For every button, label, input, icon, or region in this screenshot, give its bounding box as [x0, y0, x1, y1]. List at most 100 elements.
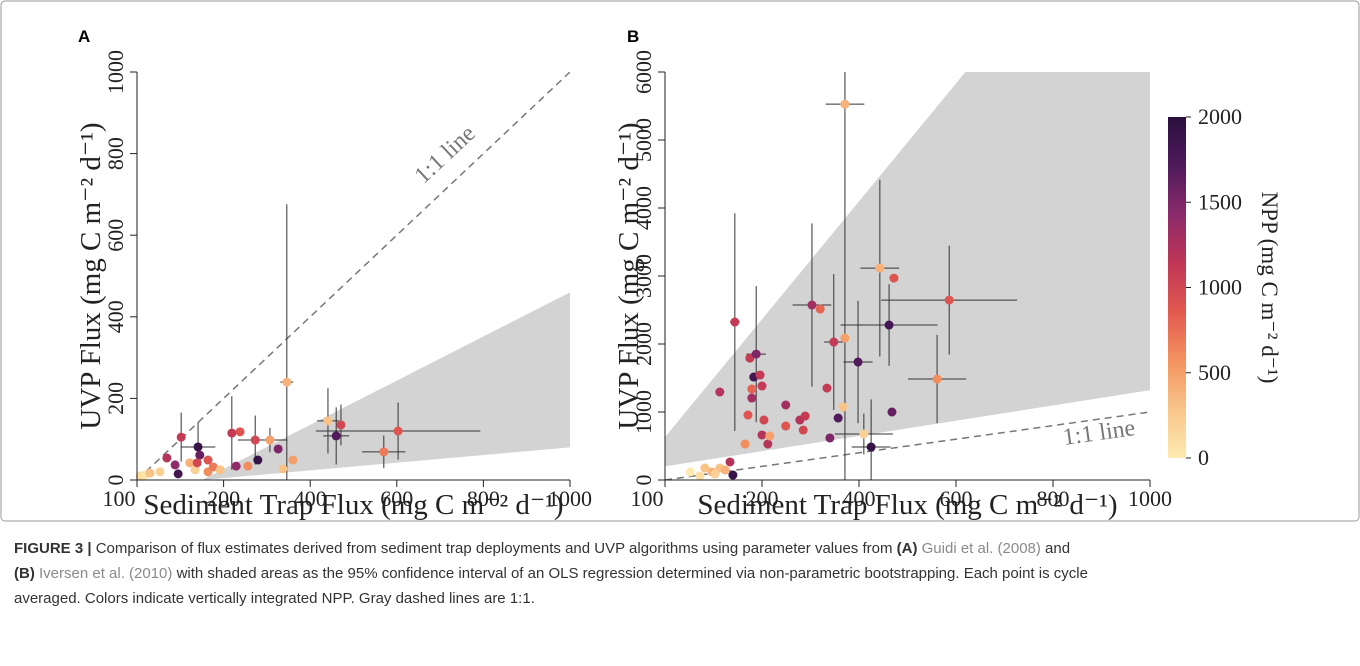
x-axis-title: Sediment Trap Flux (mg C m⁻² d⁻¹) — [697, 489, 1117, 521]
point — [235, 427, 245, 437]
y-tick-label: 800 — [103, 137, 128, 170]
point — [800, 411, 810, 421]
point — [190, 465, 200, 475]
x-tick-label: 400 — [843, 486, 876, 511]
point — [336, 420, 346, 430]
x-tick-label: 100 — [631, 486, 664, 511]
point — [807, 300, 817, 310]
y-tick-label: 4000 — [631, 186, 656, 230]
caption-line: (B) Iversen et al. (2010) with shaded ar… — [14, 565, 1088, 582]
point — [720, 465, 730, 475]
x-tick-label: 800 — [467, 486, 500, 511]
colorbar-label: NPP (mg C m⁻² d⁻¹) — [1257, 192, 1282, 384]
point — [331, 431, 341, 441]
caption-segment: with shaded areas as the 95% confidence … — [172, 565, 1088, 582]
x-tick-label: 1000 — [1128, 486, 1172, 511]
point — [884, 320, 894, 330]
colorbar-tick-label: 500 — [1198, 360, 1231, 385]
x-tick-label: 100 — [103, 486, 136, 511]
point — [250, 435, 260, 445]
point — [815, 304, 825, 314]
point — [215, 465, 225, 475]
caption-segment: Guidi et al. (2008) — [917, 540, 1040, 557]
panel-label: A — [78, 27, 90, 46]
point — [944, 295, 954, 305]
panel-label: B — [627, 27, 639, 46]
point — [866, 442, 876, 452]
colorbar-tick-label: 0 — [1198, 445, 1209, 470]
colorbar-tick-label: 1000 — [1198, 275, 1242, 300]
y-tick-label: 200 — [103, 382, 128, 415]
point — [757, 381, 767, 391]
point — [765, 431, 775, 441]
point — [833, 413, 843, 423]
point — [288, 455, 298, 465]
point — [728, 470, 738, 480]
confidence-band — [665, 72, 1150, 467]
point — [203, 455, 213, 465]
point — [875, 263, 885, 273]
point — [208, 462, 218, 472]
point — [393, 426, 403, 436]
one-to-one-line — [137, 72, 570, 480]
point — [755, 370, 765, 380]
one-to-one-line — [665, 411, 1150, 480]
point — [231, 461, 241, 471]
colorbar-tick-label: 2000 — [1198, 104, 1242, 129]
point — [185, 458, 195, 468]
point — [379, 447, 389, 457]
y-tick-label: 600 — [103, 219, 128, 252]
y-tick-label: 0 — [631, 475, 656, 486]
caption-segment: averaged. Colors indicate vertically int… — [14, 590, 535, 607]
point — [853, 357, 863, 367]
point — [195, 450, 205, 460]
x-tick-label: 800 — [1037, 486, 1070, 511]
x-tick-label: 200 — [746, 486, 779, 511]
point — [695, 471, 705, 481]
point — [710, 469, 720, 479]
point — [781, 421, 791, 431]
point — [840, 99, 850, 109]
point — [162, 453, 172, 463]
point — [192, 458, 202, 468]
y-tick-label: 5000 — [631, 118, 656, 162]
y-axis-title: UVP Flux (mg C m⁻² d⁻¹) — [75, 122, 107, 429]
caption-segment: Iversen et al. (2010) — [35, 565, 173, 582]
point — [700, 463, 710, 473]
point — [825, 433, 835, 443]
colorbar — [1168, 117, 1186, 458]
point — [757, 430, 767, 440]
point — [176, 432, 186, 442]
plot-area — [665, 72, 1150, 480]
point — [740, 439, 750, 449]
point — [145, 468, 155, 478]
x-tick-label: 200 — [207, 486, 240, 511]
point — [743, 410, 753, 420]
point — [730, 317, 740, 327]
x-axis-title: Sediment Trap Flux (mg C m⁻² d⁻¹) — [143, 489, 563, 521]
point — [759, 415, 769, 425]
caption-segment: Comparison of flux estimates derived fro… — [92, 540, 897, 557]
point — [725, 457, 735, 467]
point — [155, 467, 165, 477]
x-tick-label: 600 — [940, 486, 973, 511]
point — [253, 455, 263, 465]
point — [715, 387, 725, 397]
x-tick-label: 600 — [380, 486, 413, 511]
point — [887, 407, 897, 417]
point — [265, 435, 275, 445]
x-tick-label: 1000 — [548, 486, 592, 511]
y-axis-title: UVP Flux (mg C m⁻² d⁻¹) — [613, 122, 645, 429]
y-tick-label: 400 — [103, 300, 128, 333]
point — [227, 428, 237, 438]
caption-line: FIGURE 3 | Comparison of flux estimates … — [14, 540, 1070, 557]
point — [822, 383, 832, 393]
point — [747, 384, 757, 394]
caption-segment: and — [1041, 540, 1070, 557]
point — [840, 333, 850, 343]
point — [273, 444, 283, 454]
point — [838, 402, 848, 412]
point — [889, 273, 899, 283]
